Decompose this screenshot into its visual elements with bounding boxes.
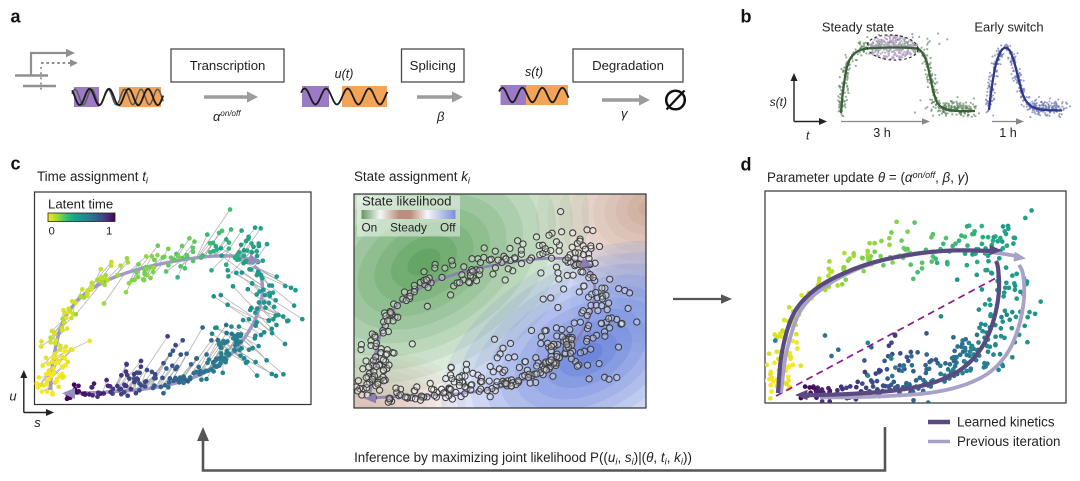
svg-text:s(t): s(t) [525,65,543,79]
svg-text:Splicing: Splicing [410,58,456,73]
svg-text:d: d [741,155,752,175]
svg-text:1 h: 1 h [999,126,1017,140]
svg-text:s: s [34,415,41,430]
svg-text:Latent time: Latent time [48,197,113,212]
svg-text:β: β [436,109,445,124]
svg-text:State likelihood: State likelihood [362,194,451,209]
svg-text:Degradation: Degradation [592,58,664,73]
svg-text:b: b [741,6,752,26]
svg-text:a: a [11,6,22,26]
svg-text:0: 0 [49,226,55,238]
svg-text:Inference by maximizing joint: Inference by maximizing joint likelihood… [354,450,692,468]
svg-text:s(t): s(t) [770,95,787,109]
svg-text:3 h: 3 h [873,126,891,140]
svg-text:State assignment ki: State assignment ki [354,169,471,187]
svg-text:c: c [11,154,21,174]
svg-text:Steady state: Steady state [822,20,894,35]
svg-text:Previous iteration: Previous iteration [957,434,1060,449]
svg-text:u: u [9,389,16,404]
svg-text:Parameter update θ = (αon/off,: Parameter update θ = (αon/off, β, γ) [767,170,969,185]
svg-text:Steady: Steady [390,221,427,235]
svg-text:Off: Off [440,221,456,235]
svg-text:Time assignment ti: Time assignment ti [37,169,149,187]
svg-text:Learned kinetics: Learned kinetics [957,415,1055,430]
svg-text:Transcription: Transcription [190,58,266,73]
svg-text:Early switch: Early switch [974,20,1043,35]
svg-text:On: On [362,221,378,235]
svg-text:1: 1 [106,226,112,238]
svg-text:u(t): u(t) [335,67,354,81]
